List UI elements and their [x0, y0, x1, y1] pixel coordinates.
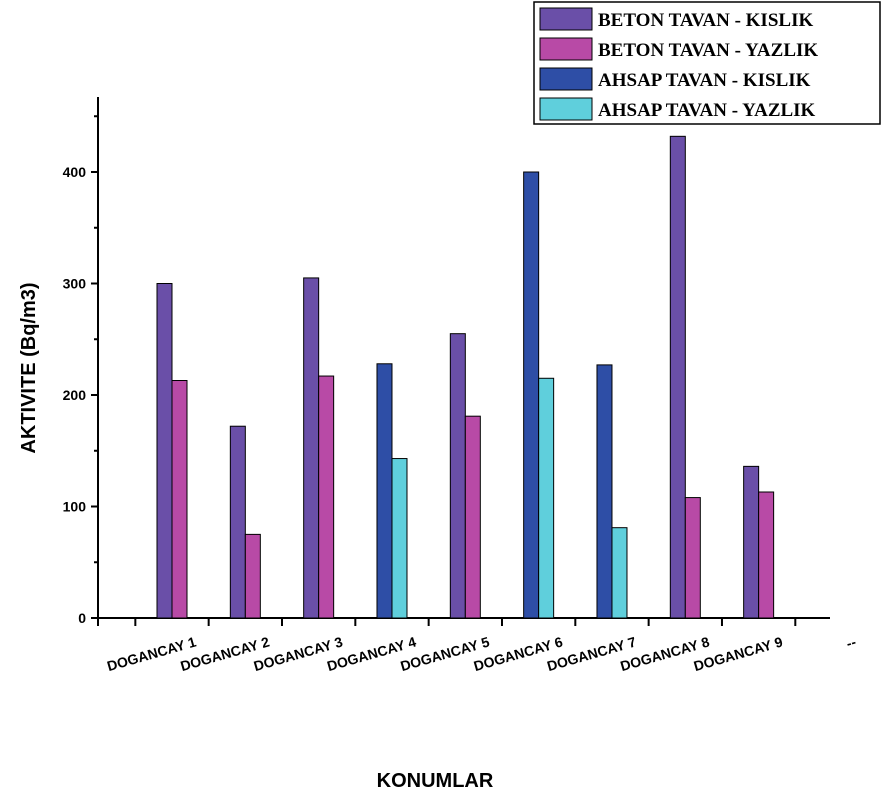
bar [376, 363, 393, 619]
bar [743, 465, 760, 619]
bar [318, 375, 335, 619]
bar [538, 377, 555, 619]
bar [156, 283, 173, 619]
legend-swatch [539, 37, 593, 61]
y-tick-label: 400 [63, 164, 87, 180]
bar [669, 135, 686, 619]
x-axis-title: KONUMLAR [377, 770, 494, 792]
y-axis-title: AKTIVITE (Bq/m3) [18, 282, 40, 453]
bar [611, 527, 628, 619]
bar [449, 333, 466, 619]
legend-swatch [539, 67, 593, 91]
bar [391, 458, 408, 619]
bar [464, 415, 481, 619]
bar [244, 533, 261, 619]
bar [758, 491, 775, 619]
bar [523, 171, 540, 619]
bar [303, 277, 320, 619]
y-tick-label: 100 [63, 499, 87, 515]
legend-label: BETON TAVAN - YAZLIK [598, 40, 818, 61]
bar [684, 497, 701, 619]
axes [91, 97, 830, 626]
legend-label: BETON TAVAN - KISLIK [598, 10, 813, 31]
bar [229, 425, 246, 619]
legend-swatch [539, 7, 593, 31]
bar [596, 364, 613, 619]
legend-swatch [539, 97, 593, 121]
bars [156, 135, 775, 619]
y-tick-label: 300 [63, 276, 87, 292]
legend-label: AHSAP TAVAN - KISLIK [598, 70, 811, 91]
legend-label: AHSAP TAVAN - YAZLIK [598, 100, 816, 121]
legend: BETON TAVAN - KISLIK BETON TAVAN - YAZLIK… [533, 1, 881, 125]
x-tick-label: -- [844, 633, 858, 651]
y-tick-label: 200 [63, 387, 87, 403]
bar [171, 380, 188, 619]
y-tick-label: 0 [78, 610, 86, 626]
